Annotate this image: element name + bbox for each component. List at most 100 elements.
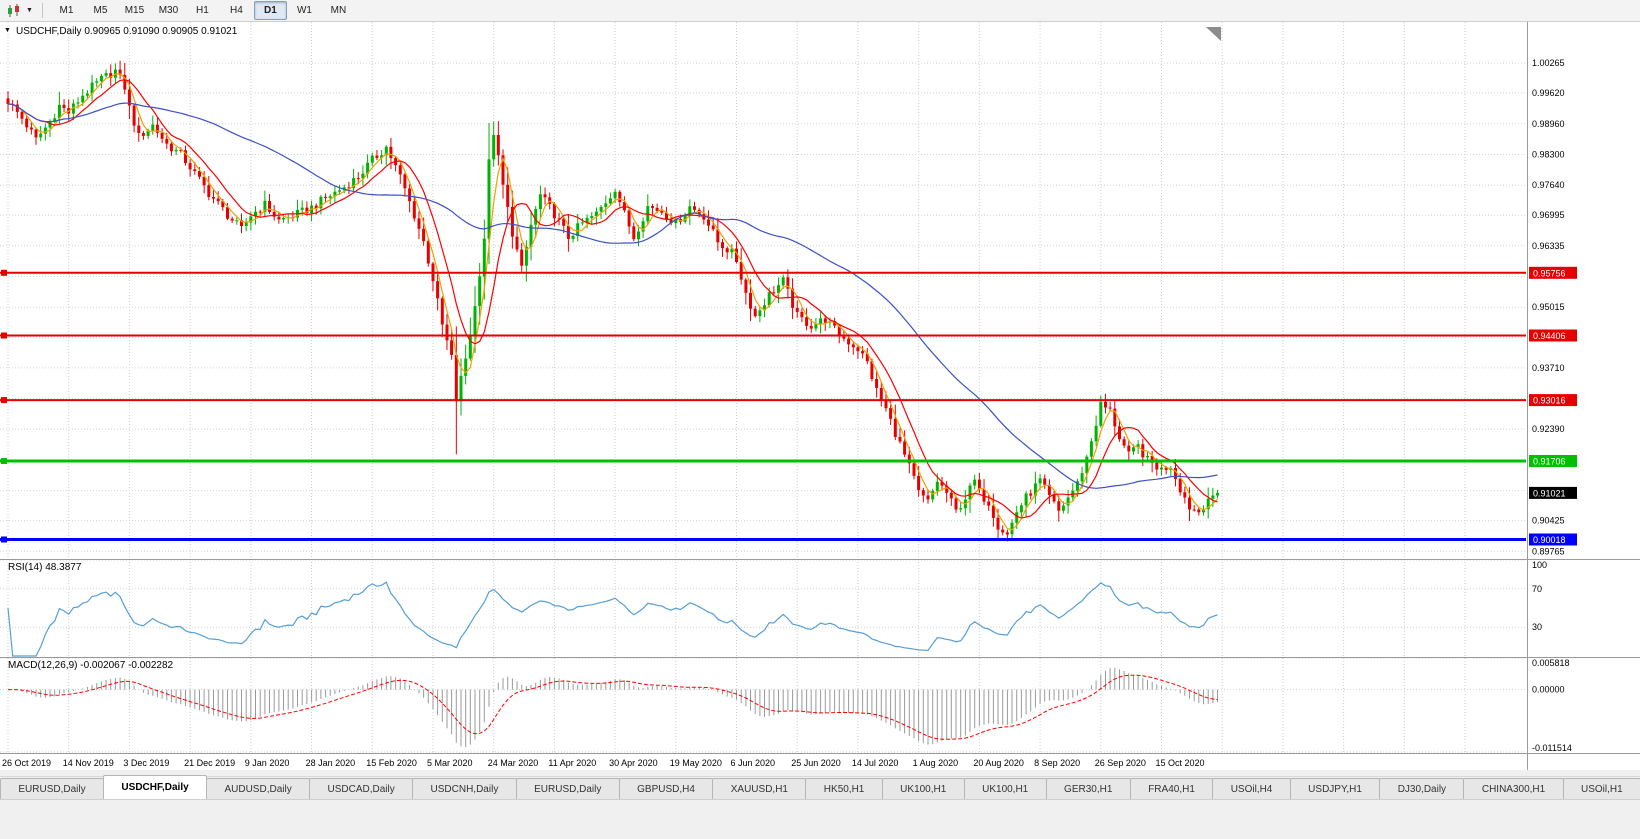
resistance-line-price-box (1529, 329, 1577, 342)
chart-tab-0-EURUSD-Daily[interactable]: EURUSD,Daily (0, 778, 105, 799)
support-line-handle[interactable] (1, 536, 7, 543)
price-axis-label: 0.93710 (1532, 363, 1565, 373)
chart-tab-11-GER30-H1[interactable]: GER30,H1 (1045, 778, 1131, 799)
date-axis-label: 30 Apr 2020 (609, 758, 658, 768)
candle-body (496, 135, 500, 156)
chart-type-icon[interactable] (4, 3, 24, 19)
candle-body (468, 334, 472, 359)
candle-body (1164, 467, 1168, 470)
candle-body (660, 211, 664, 213)
level-price-label: 0.90018 (1533, 535, 1566, 545)
level-price-label: 0.94406 (1533, 331, 1566, 341)
candle-body (179, 149, 183, 151)
timeframe-button-M15[interactable]: M15 (124, 5, 145, 16)
candle-body (1080, 473, 1084, 482)
ma-slow-line (7, 102, 1218, 489)
timeframe-button-W1[interactable]: W1 (296, 5, 312, 16)
candle-body (580, 222, 584, 224)
chart-tab-8-HK50-H1[interactable]: HK50,H1 (805, 778, 883, 799)
chart-tab-16-CHINA300-H1[interactable]: CHINA300,H1 (1463, 778, 1564, 799)
candle-body (99, 75, 103, 82)
candle-body (15, 104, 19, 112)
candle-body (945, 485, 949, 493)
resistance-line-handle[interactable] (1, 397, 7, 404)
candle-body (562, 218, 566, 226)
chart-tab-14-USDJPY-H1[interactable]: USDJPY,H1 (1289, 778, 1381, 799)
candle-body (375, 155, 379, 158)
candle-body (837, 325, 841, 337)
chart-tab-4-USDCNH-Daily[interactable]: USDCNH,Daily (412, 778, 517, 799)
candle-body (20, 111, 24, 119)
chart-tab-13-USOil-H4[interactable]: USOil,H4 (1212, 778, 1291, 799)
candle-body (193, 169, 197, 171)
candle-body (1057, 501, 1061, 511)
resistance-line-price-box (1529, 394, 1577, 407)
support-line-handle[interactable] (1, 458, 7, 464)
chart-tab-5-EURUSD-Daily[interactable]: EURUSD,Daily (515, 778, 620, 799)
resistance-line-handle[interactable] (1, 332, 7, 339)
candle-body (739, 262, 743, 280)
candle-body (917, 475, 921, 491)
candle-body (39, 133, 43, 138)
timeframe-button-M30[interactable]: M30 (158, 5, 179, 16)
dropdown-caret-icon[interactable]: ▼ (26, 7, 33, 14)
candle-body (127, 89, 131, 106)
candle-body (875, 379, 879, 388)
candle-body (384, 146, 388, 156)
timeframe-button-H4[interactable]: H4 (230, 5, 243, 16)
candle-body (809, 325, 813, 329)
candle-body (333, 191, 337, 197)
candle-body (907, 454, 911, 464)
candle-body (151, 124, 155, 131)
candle-body (856, 347, 860, 352)
candle-body (258, 211, 262, 213)
timeframe-button-MN[interactable]: MN (330, 5, 347, 16)
resistance-line-handle[interactable] (1, 269, 7, 276)
candle-body (464, 358, 468, 376)
chart-tab-9-UK100-H1[interactable]: UK100,H1 (881, 778, 965, 799)
chart-tab-7-XAUUSD-H1[interactable]: XAUUSD,H1 (712, 778, 807, 799)
candle-body (1089, 441, 1093, 457)
chart-tab-10-UK100-H1[interactable]: UK100,H1 (963, 778, 1047, 799)
candle-body (1160, 467, 1163, 470)
chart-tab-15-DJ30-Daily[interactable]: DJ30,Daily (1379, 778, 1465, 799)
candle-body (534, 209, 538, 225)
candle-body (912, 463, 916, 476)
timeframe-button-H1[interactable]: H1 (196, 5, 209, 16)
timeframe-button-M1[interactable]: M1 (59, 5, 74, 16)
candle-body (795, 307, 799, 312)
chart-tab-6-GBPUSD-H4[interactable]: GBPUSD,H4 (618, 778, 714, 799)
chart-tab-2-AUDUSD-Daily[interactable]: AUDUSD,Daily (206, 778, 311, 799)
chart-tab-17-USOil-H1[interactable]: USOil,H1 (1562, 778, 1640, 799)
chart-shift-marker-icon[interactable] (1206, 27, 1221, 41)
candle-body (1038, 478, 1042, 484)
support-line-price-box (1529, 455, 1577, 467)
candle-body (212, 197, 215, 199)
candle-body (1192, 509, 1196, 511)
candle-body (141, 133, 145, 136)
candle-body (57, 104, 61, 119)
chart-tab-1-USDCHF-Daily[interactable]: USDCHF,Daily (103, 775, 208, 799)
candle-body (1174, 468, 1177, 479)
timeframe-button-M5[interactable]: M5 (93, 5, 108, 16)
candle-body (1155, 462, 1159, 470)
candle-body (487, 159, 491, 239)
price-chart[interactable]: 1.00265 0.99620 0.98960 0.98300 0.97640 0.969… (0, 22, 1640, 770)
candle-body (1015, 512, 1019, 523)
candle-body (459, 375, 463, 402)
candle-body (338, 190, 342, 192)
candle-body (758, 310, 762, 317)
price-axis-label: 0.90425 (1532, 516, 1565, 526)
timeframe-buttons: M1 M5 M15 M30 H1 H4 D1 W1 MN (50, 1, 355, 20)
chart-area: 1.00265 0.99620 0.98960 0.98300 0.97640 0.969… (0, 22, 1640, 770)
candle-body (1033, 483, 1037, 496)
chart-tab-3-USDCAD-Daily[interactable]: USDCAD,Daily (309, 778, 414, 799)
candle-body (1010, 522, 1014, 535)
candle-body (146, 130, 150, 136)
chart-tab-12-FRA40-H1[interactable]: FRA40,H1 (1129, 778, 1214, 799)
candle-body (137, 125, 141, 133)
price-axis-label: 0.95015 (1532, 302, 1565, 312)
candle-body (926, 495, 930, 500)
date-axis-label: 11 Apr 2020 (548, 758, 596, 768)
timeframe-button-D1[interactable]: D1 (253, 1, 287, 20)
